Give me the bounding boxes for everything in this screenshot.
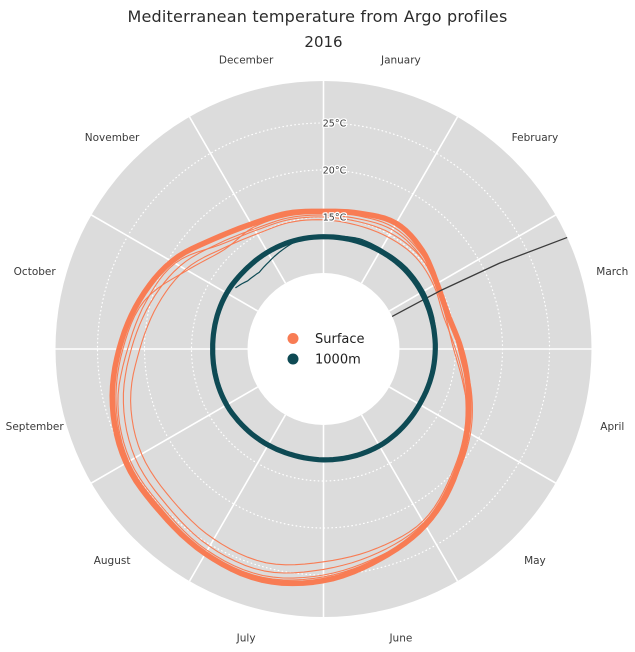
legend-label-surface: Surface — [315, 332, 365, 347]
r-tick-label-20: 20°C — [323, 166, 347, 177]
series-deep-mean — [210, 234, 438, 463]
legend-label-1000m: 1000m — [315, 353, 361, 368]
month-label-september: September — [6, 421, 65, 433]
chart-title: Mediterranean temperature from Argo prof… — [127, 7, 508, 26]
month-label-november: November — [85, 132, 140, 144]
theta-gridline — [360, 414, 459, 582]
month-label-october: October — [14, 266, 57, 278]
legend-swatch-surface — [287, 333, 299, 344]
month-label-june: June — [388, 632, 412, 644]
month-label-may: May — [524, 555, 546, 567]
month-label-december: December — [219, 55, 274, 67]
theta-gridline — [388, 386, 556, 484]
r-tick-label-25: 25°C — [323, 119, 347, 130]
month-label-april: April — [600, 421, 624, 433]
series-surface-float-1 — [130, 219, 467, 566]
theta-gridline — [91, 386, 259, 484]
theta-gridline — [188, 116, 287, 284]
center-hole — [247, 273, 400, 425]
month-label-january: January — [380, 55, 421, 67]
theta-gridline — [360, 116, 459, 284]
month-label-august: August — [94, 555, 131, 567]
month-label-february: February — [512, 132, 559, 144]
chart-subtitle: 2016 — [304, 33, 343, 51]
series-surface-mean — [109, 208, 472, 587]
series-outlier-profile — [391, 237, 568, 317]
month-label-march: March — [596, 266, 628, 278]
month-label-july: July — [236, 632, 256, 644]
legend-swatch-1000m — [287, 353, 299, 365]
r-tick-label-15: 15°C — [323, 213, 347, 224]
theta-gridline — [388, 214, 556, 312]
